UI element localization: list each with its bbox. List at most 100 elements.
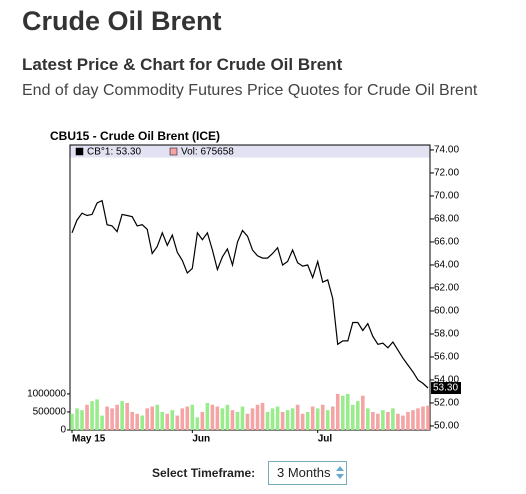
volume-bar [310, 406, 315, 430]
volume-bar [295, 404, 300, 430]
volume-bar [175, 415, 180, 430]
volume-bar [330, 406, 335, 430]
volume-bar [230, 410, 235, 430]
volume-bar [411, 410, 415, 430]
volume-bar [90, 401, 94, 430]
y2-tick-label: 0 [60, 425, 66, 436]
price-line [71, 199, 429, 389]
spinner-up[interactable] [336, 466, 344, 471]
volume-bar [160, 411, 165, 430]
chart: CBU15 - Crude Oil Brent (ICE) 50.00 52.00… [27, 129, 461, 445]
y-tick-label: 62.00 [434, 283, 459, 294]
volume-bar [340, 395, 345, 430]
y-tick-label: 58.00 [434, 329, 459, 340]
volume-bar [426, 405, 430, 430]
volume-bar [165, 413, 170, 430]
y-tick-label: 66.00 [434, 237, 459, 248]
volume-bar [386, 411, 390, 430]
volume-bar [240, 406, 245, 430]
volume-bar [401, 415, 405, 430]
volume-bar [95, 399, 99, 430]
volume-bar [100, 415, 104, 430]
page-title: Crude Oil Brent [22, 6, 222, 36]
volume-bar [215, 406, 220, 430]
legend-label: CB°1: 53.30 [87, 147, 141, 158]
y-tick-label: 68.00 [434, 214, 459, 225]
last-price-box [431, 382, 461, 395]
y-tick-label: 54.00 [434, 375, 459, 386]
y-tick-label: 60.00 [434, 306, 459, 317]
volume-bar [70, 413, 74, 430]
volume-bar [85, 404, 89, 430]
volume-bar [416, 408, 420, 430]
y-tick-label: 52.00 [434, 398, 459, 409]
legend-label: Vol: 675658 [181, 147, 234, 158]
volume-bar [300, 413, 305, 430]
volume-bar [210, 404, 215, 430]
volume-bar [391, 408, 395, 430]
legend-swatch [169, 147, 178, 156]
volume-bar [130, 411, 134, 430]
volume-bar [290, 408, 295, 430]
y-tick-label: 64.00 [434, 260, 459, 271]
volume-bar [305, 411, 310, 430]
volume-bar [225, 404, 230, 430]
volume-bar [245, 413, 250, 430]
volume-bar [150, 406, 155, 430]
legend-bar [70, 145, 430, 158]
y-tick-label: 70.00 [434, 191, 459, 202]
x-tick-label: Jul [318, 434, 333, 445]
volume-bar [75, 408, 79, 430]
volume-bar [275, 406, 280, 430]
volume-bar [105, 406, 109, 430]
volume-bar [170, 410, 175, 430]
volume-bar [190, 404, 195, 430]
volume-bar [110, 408, 114, 430]
legend-swatch [75, 147, 84, 156]
volume-bar [335, 393, 340, 430]
chart-title: CBU15 - Crude Oil Brent (ICE) [50, 129, 220, 143]
volume-bar [140, 415, 144, 430]
volume-bar [270, 408, 275, 430]
page-subtitle: Latest Price & Chart for Crude Oil Brent [22, 55, 343, 74]
timeframe-label: Select Timeframe: [152, 466, 256, 480]
page-description: End of day Commodity Futures Price Quote… [22, 82, 478, 99]
volume-bar [371, 411, 375, 430]
volume-bar [155, 404, 160, 430]
volume-bar [396, 413, 400, 430]
volume-bar [280, 411, 285, 430]
volume-bar [235, 411, 240, 430]
y-tick-label: 74.00 [434, 145, 459, 156]
y-tick-label: 50.00 [434, 421, 459, 432]
volume-bar [255, 404, 260, 430]
volume-bar [406, 411, 410, 430]
volume-bar [315, 408, 320, 430]
volume-bar [320, 404, 325, 430]
volume-bar [145, 408, 150, 430]
timeframe-select[interactable]: 3 Months [268, 461, 347, 485]
volume-bar [115, 404, 119, 430]
volume-bar [421, 406, 425, 430]
volume-bar [265, 411, 270, 430]
last-price-label: 53.30 [433, 383, 458, 394]
volume-bar [325, 410, 330, 430]
spinner-down[interactable] [336, 474, 344, 479]
x-tick-label: Jun [192, 434, 210, 445]
volume-bar [125, 402, 129, 430]
x-tick-label: May 15 [72, 434, 106, 445]
y2-tick-label: 500000 [33, 407, 67, 418]
volume-bar [250, 408, 255, 430]
volume-bar [205, 402, 210, 430]
plot-frame [69, 144, 431, 431]
y-tick-label: 56.00 [434, 352, 459, 363]
volume-bar [345, 393, 350, 430]
volume-bar [361, 395, 365, 430]
volume-bar [381, 410, 385, 430]
y2-tick-label: 1000000 [27, 389, 66, 400]
volume-bar [80, 410, 84, 430]
volume-bar [376, 413, 380, 430]
volume-bar [200, 411, 205, 430]
volume-bar [366, 408, 370, 430]
volume-bar [195, 417, 200, 430]
